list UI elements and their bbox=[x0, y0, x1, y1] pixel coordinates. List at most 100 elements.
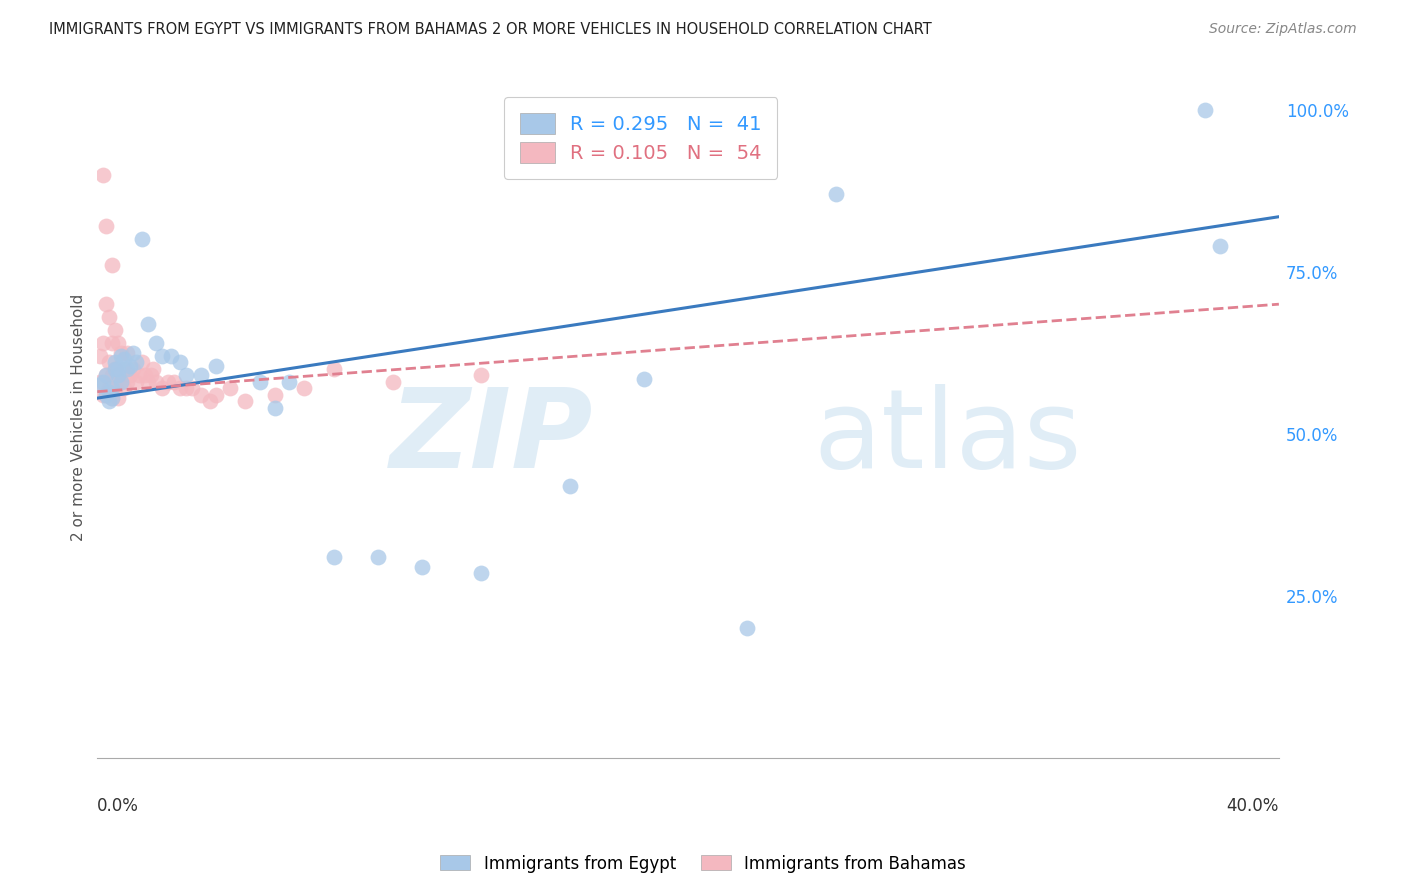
Point bbox=[110, 375, 132, 389]
Text: 0.0%: 0.0% bbox=[97, 797, 139, 814]
Point bbox=[198, 394, 221, 409]
Point bbox=[104, 323, 127, 337]
Point bbox=[150, 381, 173, 395]
Point bbox=[91, 388, 114, 402]
Point bbox=[98, 394, 121, 409]
Point bbox=[233, 394, 256, 409]
Point bbox=[263, 401, 285, 415]
Point bbox=[125, 375, 148, 389]
Point bbox=[150, 349, 173, 363]
Point bbox=[145, 336, 167, 351]
Point bbox=[160, 349, 183, 363]
Point bbox=[278, 375, 301, 389]
Point bbox=[115, 345, 138, 359]
Point bbox=[136, 317, 159, 331]
Point bbox=[169, 355, 191, 369]
Point bbox=[470, 566, 492, 580]
Point bbox=[107, 391, 129, 405]
Point bbox=[89, 378, 111, 392]
Point bbox=[89, 375, 111, 389]
Point bbox=[145, 375, 167, 389]
Point bbox=[96, 368, 118, 383]
Point bbox=[98, 310, 121, 325]
Point bbox=[134, 368, 156, 383]
Point bbox=[157, 375, 180, 389]
Point bbox=[174, 368, 197, 383]
Point bbox=[121, 345, 143, 359]
Point bbox=[104, 355, 127, 369]
Point bbox=[101, 336, 124, 351]
Point bbox=[163, 375, 186, 389]
Point bbox=[263, 388, 285, 402]
Point bbox=[89, 349, 111, 363]
Point bbox=[115, 375, 138, 389]
Point bbox=[131, 355, 153, 369]
Point bbox=[96, 388, 118, 402]
Point bbox=[190, 388, 212, 402]
Point bbox=[96, 368, 118, 383]
Point bbox=[1209, 239, 1232, 253]
Point bbox=[96, 297, 118, 311]
Point bbox=[131, 232, 153, 246]
Point bbox=[91, 336, 114, 351]
Point bbox=[381, 375, 404, 389]
Point bbox=[107, 368, 129, 383]
Point bbox=[249, 375, 271, 389]
Point bbox=[98, 381, 121, 395]
Point bbox=[190, 368, 212, 383]
Point bbox=[101, 391, 124, 405]
Text: ZIP: ZIP bbox=[389, 384, 593, 491]
Point bbox=[98, 355, 121, 369]
Point bbox=[104, 362, 127, 376]
Point bbox=[91, 168, 114, 182]
Point bbox=[470, 368, 492, 383]
Point bbox=[142, 362, 165, 376]
Point bbox=[174, 381, 197, 395]
Text: atlas: atlas bbox=[814, 384, 1083, 491]
Point bbox=[824, 187, 846, 202]
Point bbox=[121, 362, 143, 376]
Point bbox=[322, 362, 344, 376]
Point bbox=[96, 219, 118, 234]
Text: 40.0%: 40.0% bbox=[1226, 797, 1279, 814]
Point bbox=[110, 345, 132, 359]
Point bbox=[118, 359, 141, 373]
Point bbox=[136, 375, 159, 389]
Point bbox=[107, 362, 129, 376]
Point bbox=[101, 391, 124, 405]
Point bbox=[558, 478, 581, 492]
Point bbox=[128, 368, 150, 383]
Point bbox=[139, 368, 162, 383]
Point bbox=[101, 368, 124, 383]
Point bbox=[98, 384, 121, 399]
Point bbox=[322, 549, 344, 564]
Point bbox=[91, 375, 114, 389]
Point bbox=[104, 362, 127, 376]
Point bbox=[125, 355, 148, 369]
Point bbox=[169, 381, 191, 395]
Point bbox=[1194, 103, 1216, 117]
Legend: Immigrants from Egypt, Immigrants from Bahamas: Immigrants from Egypt, Immigrants from B… bbox=[433, 848, 973, 880]
Point bbox=[96, 388, 118, 402]
Point bbox=[367, 549, 389, 564]
Point bbox=[112, 362, 135, 376]
Point bbox=[107, 368, 129, 383]
Point bbox=[115, 362, 138, 376]
Point bbox=[118, 368, 141, 383]
Y-axis label: 2 or more Vehicles in Household: 2 or more Vehicles in Household bbox=[72, 294, 86, 541]
Point bbox=[101, 258, 124, 272]
Point bbox=[110, 349, 132, 363]
Point bbox=[112, 352, 135, 367]
Point bbox=[204, 388, 226, 402]
Text: Source: ZipAtlas.com: Source: ZipAtlas.com bbox=[1209, 22, 1357, 37]
Point bbox=[110, 375, 132, 389]
Point bbox=[411, 559, 433, 574]
Point bbox=[104, 381, 127, 395]
Text: IMMIGRANTS FROM EGYPT VS IMMIGRANTS FROM BAHAMAS 2 OR MORE VEHICLES IN HOUSEHOLD: IMMIGRANTS FROM EGYPT VS IMMIGRANTS FROM… bbox=[49, 22, 932, 37]
Point bbox=[633, 372, 655, 386]
Point bbox=[180, 381, 202, 395]
Legend: R = 0.295   N =  41, R = 0.105   N =  54: R = 0.295 N = 41, R = 0.105 N = 54 bbox=[505, 97, 778, 178]
Point bbox=[292, 381, 315, 395]
Point bbox=[101, 381, 124, 395]
Point bbox=[735, 621, 758, 635]
